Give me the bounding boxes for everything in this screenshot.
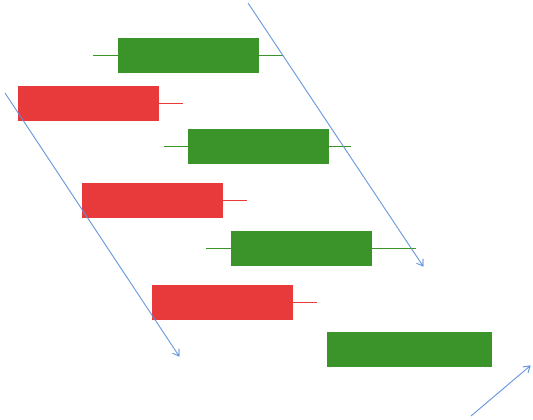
candle-bearish-2 <box>18 86 183 121</box>
trendline-arrow-down-1 <box>4 92 180 357</box>
trendline-arrow-up-3 <box>470 365 531 417</box>
trendlines-group <box>4 2 531 417</box>
candles-group <box>18 38 492 367</box>
candle-bullish-3 <box>164 129 351 164</box>
candle-body <box>327 332 492 367</box>
candle-bearish-4 <box>82 183 247 218</box>
trendline-arrow-down-2 <box>247 2 424 267</box>
candle-body <box>152 285 293 320</box>
candle-bullish-1 <box>93 38 283 73</box>
candle-bearish-6 <box>152 285 317 320</box>
candle-body <box>188 129 329 164</box>
candle-bullish-7 <box>327 332 492 367</box>
candle-body <box>82 183 223 218</box>
candle-body <box>118 38 259 73</box>
candle-body <box>18 86 159 121</box>
candle-body <box>231 231 372 266</box>
candle-bullish-5 <box>206 231 416 266</box>
